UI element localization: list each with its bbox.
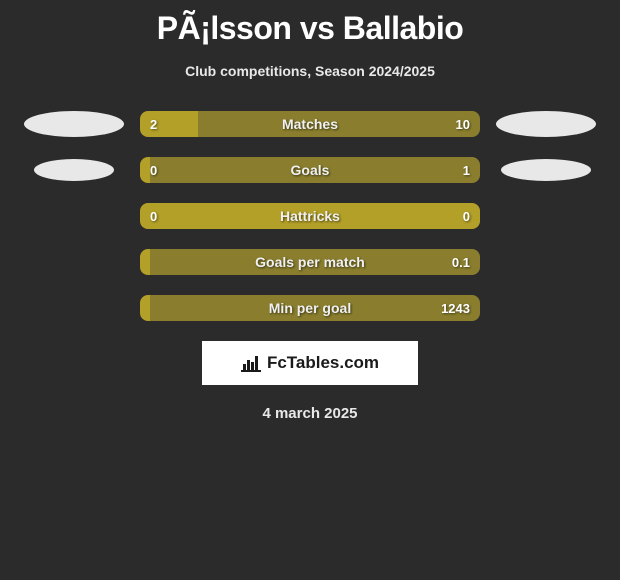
- stat-label: Goals: [140, 157, 480, 183]
- date-label: 4 march 2025: [0, 405, 620, 422]
- stat-bar: 2Matches10: [140, 111, 480, 137]
- stat-bar: Min per goal1243: [140, 295, 480, 321]
- logo-text: FcTables.com: [267, 353, 379, 373]
- stat-row: 0Goals1: [0, 157, 620, 183]
- stat-row: 2Matches10: [0, 111, 620, 137]
- stat-label: Goals per match: [140, 249, 480, 275]
- stat-bar: 0Hattricks0: [140, 203, 480, 229]
- stat-bar: Goals per match0.1: [140, 249, 480, 275]
- player-left-shape: [34, 159, 114, 181]
- chart-icon: [241, 354, 261, 372]
- page-title: PÃ¡lsson vs Ballabio: [0, 0, 620, 47]
- right-value: 10: [456, 111, 470, 137]
- stat-label: Min per goal: [140, 295, 480, 321]
- fctables-logo[interactable]: FcTables.com: [202, 341, 418, 385]
- right-value: 0: [463, 203, 470, 229]
- right-value: 1243: [441, 295, 470, 321]
- stat-bar: 0Goals1: [140, 157, 480, 183]
- subtitle: Club competitions, Season 2024/2025: [0, 63, 620, 79]
- right-value: 1: [463, 157, 470, 183]
- player-left-shape: [24, 111, 124, 137]
- comparison-chart: 2Matches100Goals10Hattricks0Goals per ma…: [0, 111, 620, 321]
- stat-row: 0Hattricks0: [0, 203, 620, 229]
- player-right-shape: [501, 159, 591, 181]
- stat-row: Min per goal1243: [0, 295, 620, 321]
- stat-label: Hattricks: [140, 203, 480, 229]
- right-value: 0.1: [452, 249, 470, 275]
- player-right-shape: [496, 111, 596, 137]
- stat-label: Matches: [140, 111, 480, 137]
- stat-row: Goals per match0.1: [0, 249, 620, 275]
